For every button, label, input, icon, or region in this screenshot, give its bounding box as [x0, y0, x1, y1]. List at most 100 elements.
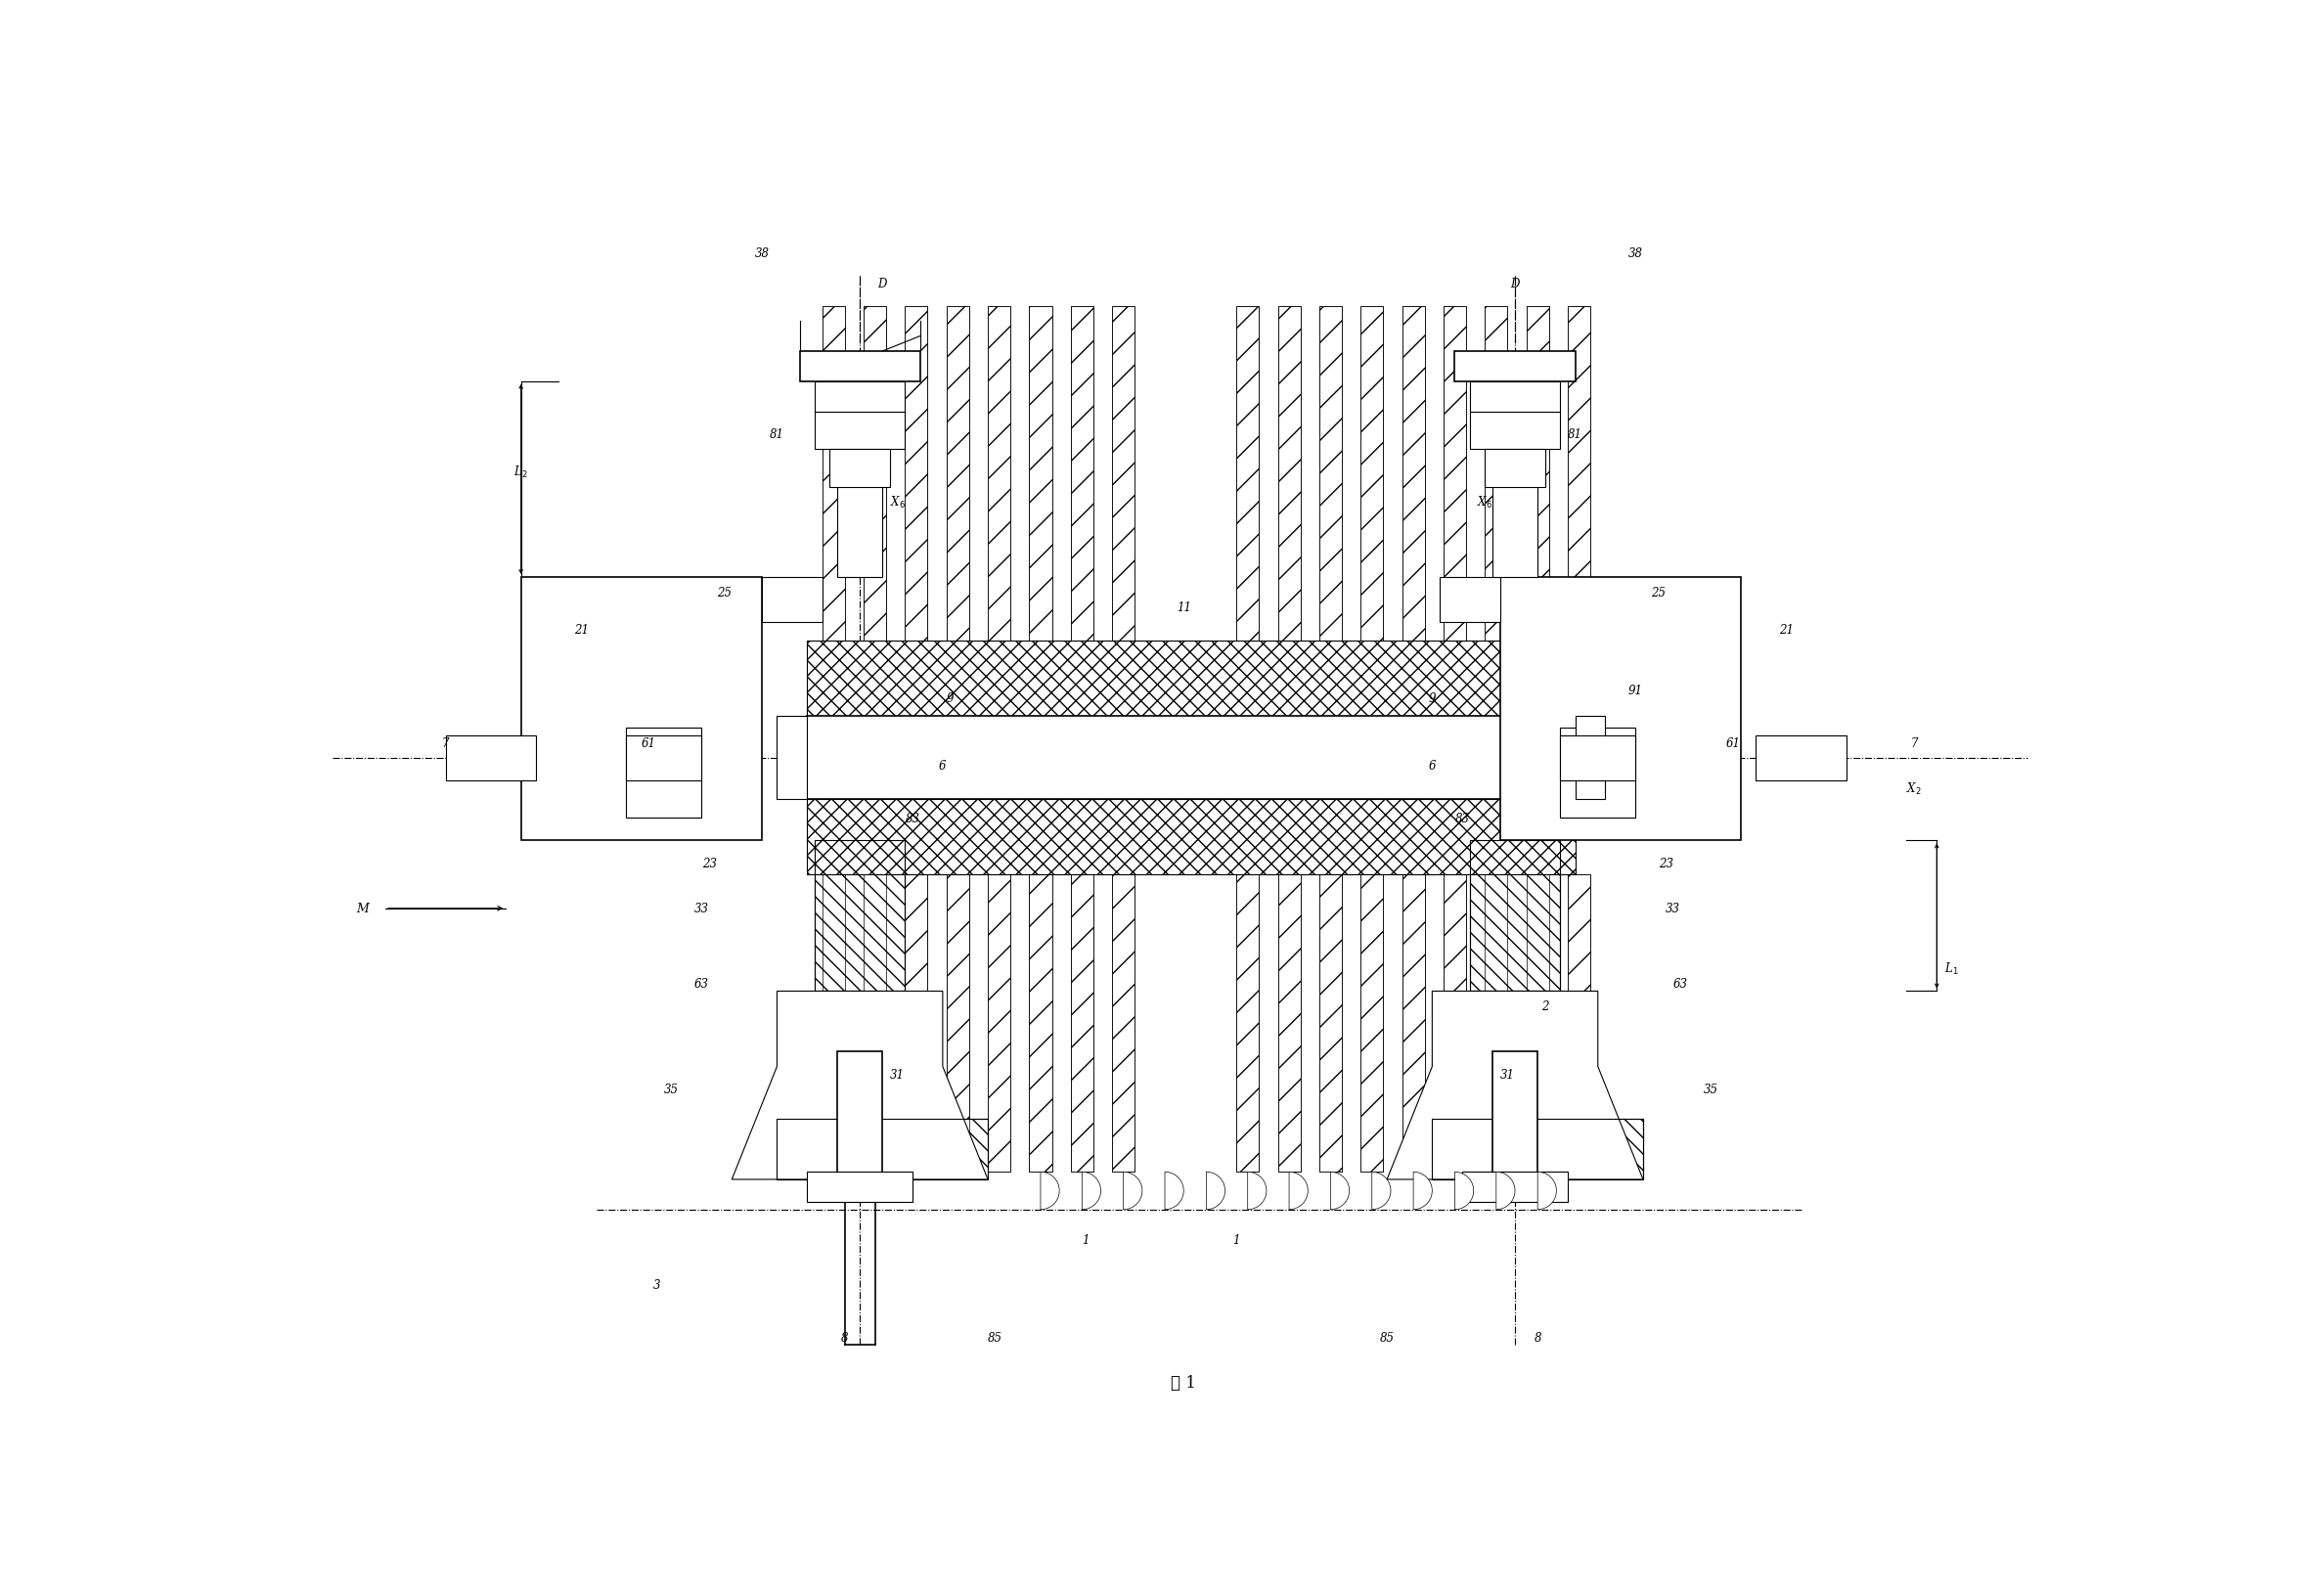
Bar: [1469, 841, 1560, 991]
Text: 31: 31: [1499, 1068, 1516, 1080]
Bar: [1444, 306, 1467, 642]
Bar: [1569, 875, 1590, 1171]
Text: X$_2$: X$_2$: [1907, 780, 1923, 796]
Bar: [988, 306, 1011, 642]
Bar: [1444, 306, 1467, 642]
Bar: [988, 306, 1011, 642]
Bar: [1569, 306, 1590, 642]
Bar: [905, 875, 928, 1171]
Text: 1: 1: [1083, 1234, 1090, 1246]
Bar: [1486, 875, 1506, 1171]
Text: 21: 21: [574, 624, 588, 637]
Polygon shape: [1414, 1171, 1432, 1210]
Text: M: M: [356, 902, 368, 915]
Text: 23: 23: [701, 857, 717, 870]
Bar: [821, 875, 845, 1171]
Bar: [1527, 875, 1548, 1171]
Bar: [815, 841, 905, 991]
Bar: [1432, 1119, 1643, 1179]
Text: 9: 9: [1428, 691, 1437, 704]
Polygon shape: [1164, 1171, 1182, 1210]
Text: L$_1$: L$_1$: [1944, 961, 1960, 977]
Bar: [1030, 306, 1053, 642]
Bar: [627, 736, 701, 780]
Bar: [821, 306, 845, 642]
Bar: [1560, 728, 1636, 819]
Text: 35: 35: [664, 1084, 678, 1096]
Bar: [1402, 875, 1425, 1171]
Bar: [1456, 351, 1576, 381]
Bar: [1030, 875, 1053, 1171]
Text: 38: 38: [1629, 247, 1643, 260]
Text: 31: 31: [891, 1068, 905, 1080]
Bar: [905, 875, 928, 1171]
Bar: [946, 306, 970, 642]
Bar: [815, 841, 905, 991]
Text: 33: 33: [1666, 902, 1680, 915]
Bar: [946, 875, 970, 1171]
Bar: [808, 800, 1576, 875]
Bar: [863, 306, 886, 642]
Bar: [838, 367, 882, 578]
Text: 7: 7: [1911, 737, 1918, 750]
Bar: [1071, 875, 1092, 1171]
Bar: [1527, 306, 1548, 642]
Bar: [1113, 306, 1134, 642]
Bar: [1113, 875, 1134, 1171]
Bar: [1569, 306, 1590, 642]
Text: 63: 63: [694, 978, 708, 990]
Bar: [1527, 875, 1548, 1171]
Bar: [1277, 875, 1300, 1171]
Bar: [1113, 306, 1134, 642]
Text: 8: 8: [1534, 1331, 1541, 1344]
Text: 83: 83: [1456, 812, 1469, 825]
Bar: [1277, 875, 1300, 1171]
Text: L$_2$: L$_2$: [514, 464, 528, 480]
Bar: [1071, 306, 1092, 642]
Bar: [627, 728, 701, 819]
Text: 6: 6: [939, 760, 946, 772]
Bar: [1113, 875, 1134, 1171]
Bar: [1439, 578, 1499, 622]
Polygon shape: [1041, 1171, 1060, 1210]
Bar: [988, 875, 1011, 1171]
Bar: [808, 717, 1576, 800]
Bar: [1444, 875, 1467, 1171]
Text: 38: 38: [754, 247, 768, 260]
Bar: [1499, 578, 1740, 841]
Bar: [1576, 717, 1606, 800]
Bar: [815, 381, 905, 412]
Text: X$_6$: X$_6$: [1476, 495, 1493, 511]
Bar: [761, 578, 821, 622]
Polygon shape: [1206, 1171, 1224, 1210]
Bar: [521, 578, 761, 841]
Bar: [1236, 306, 1259, 642]
Bar: [1469, 381, 1560, 412]
Bar: [863, 875, 886, 1171]
Bar: [821, 875, 845, 1171]
Text: 81: 81: [771, 428, 784, 440]
Polygon shape: [1122, 1171, 1143, 1210]
Bar: [1486, 875, 1506, 1171]
Bar: [1071, 306, 1092, 642]
Text: 81: 81: [1569, 428, 1583, 440]
Bar: [1319, 306, 1342, 642]
Bar: [821, 306, 845, 642]
Bar: [1361, 875, 1384, 1171]
Polygon shape: [1536, 1171, 1557, 1210]
Text: X$_6$: X$_6$: [889, 495, 905, 511]
Bar: [808, 642, 1576, 717]
Bar: [1402, 875, 1425, 1171]
Bar: [1469, 412, 1560, 450]
Text: 25: 25: [1650, 586, 1666, 598]
Text: 21: 21: [1779, 624, 1793, 637]
Polygon shape: [1372, 1171, 1391, 1210]
Text: D: D: [877, 278, 886, 290]
Bar: [1493, 367, 1536, 578]
Text: 7: 7: [442, 737, 449, 750]
Text: 85: 85: [1379, 1331, 1395, 1344]
Bar: [1486, 306, 1506, 642]
Text: D: D: [1511, 278, 1520, 290]
Bar: [1361, 875, 1384, 1171]
Bar: [946, 875, 970, 1171]
